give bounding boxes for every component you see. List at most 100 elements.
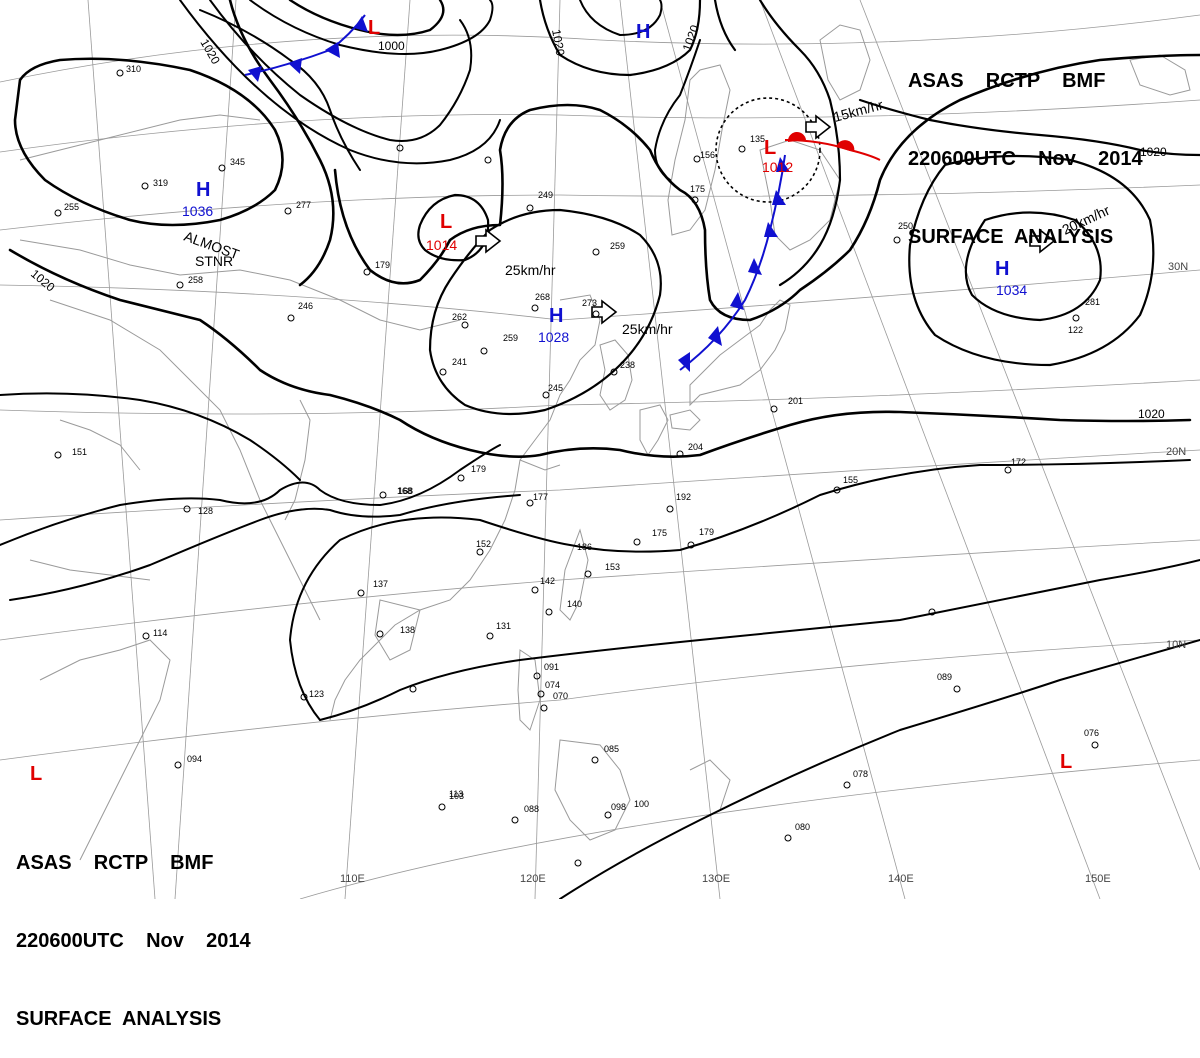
motion-speed-label: 25km/hr [622, 321, 673, 337]
station-value: 152 [476, 539, 491, 549]
isobar-label: 1020 [549, 28, 567, 57]
warm-front [784, 131, 881, 161]
station-value: 142 [540, 576, 555, 586]
station-value: 140 [567, 599, 582, 609]
annotation-stnr: STNR [195, 253, 233, 269]
station-symbols [54, 69, 1099, 867]
station-value: 175 [690, 184, 705, 194]
header-station-line: ASAS RCTP BMF [16, 852, 214, 874]
station-value: 155 [843, 475, 858, 485]
pressure-systems: H 1036 L 1014 H 1028 L 1012 H 1034 L H L… [30, 17, 1072, 785]
lat-label: 30N [1168, 261, 1188, 273]
station-value: 277 [296, 200, 311, 210]
station-value: 089 [937, 672, 952, 682]
station-value: 168 [397, 486, 412, 496]
dashed-circle [715, 97, 821, 203]
station-value: 175 [652, 528, 667, 538]
header-title-line: SURFACE ANALYSIS [16, 1008, 222, 1030]
cold-front-north [244, 14, 368, 82]
low-center-symbol: L [368, 17, 380, 39]
high-center-symbol: H [995, 258, 1009, 280]
header-top-right: ASAS RCTP BMF 220600UTC Nov 2014 SURFACE… [908, 16, 1143, 276]
station-value: 177 [533, 492, 548, 502]
low-center-symbol: L [1060, 751, 1072, 773]
station-value: 078 [853, 769, 868, 779]
station-value: 246 [298, 301, 313, 311]
header-title-line: SURFACE ANALYSIS [908, 226, 1114, 248]
lat-label: 10N [1166, 639, 1186, 651]
station-value: 262 [452, 312, 467, 322]
station-value: 172 [1011, 457, 1026, 467]
station-value: 074 [545, 680, 560, 690]
station-value: 114 [153, 628, 167, 638]
cold-front-main [678, 154, 790, 372]
station-value: 094 [187, 754, 202, 764]
station-value: 241 [452, 357, 467, 367]
high-center-symbol: H [196, 179, 210, 201]
low-center-value: 1014 [426, 237, 457, 253]
station-value: 179 [699, 527, 714, 537]
station-value: 345 [230, 157, 245, 167]
station-value: 151 [72, 447, 87, 457]
weather-map: 310 319 345 277 255 258 246 179 249 259 … [0, 0, 1200, 899]
station-value: 179 [375, 260, 390, 270]
station-value: 268 [535, 292, 550, 302]
header-time-line: 220600UTC Nov 2014 [908, 148, 1143, 170]
isobar-label: 1020 [1140, 145, 1167, 159]
station-value: 281 [1085, 297, 1100, 307]
station-value: 137 [373, 579, 388, 589]
station-value: 204 [688, 442, 703, 452]
station-value: 156 [700, 150, 715, 160]
station-value: 192 [676, 492, 691, 502]
isobar-label: 1000 [378, 39, 405, 53]
station-value: 131 [496, 621, 511, 631]
station-value: 085 [604, 744, 619, 754]
station-value: 258 [188, 275, 203, 285]
lon-label: 140E [888, 873, 914, 885]
header-bottom-left: ASAS RCTP BMF 220600UTC Nov 2014 SURFACE… [16, 798, 251, 1058]
low-center-symbol: L [30, 763, 42, 785]
station-value: 070 [553, 691, 568, 701]
station-value: 123 [309, 689, 324, 699]
high-center-symbol: H [549, 305, 563, 327]
station-value: 245 [548, 383, 563, 393]
motion-arrows [475, 114, 1056, 325]
header-time-line: 220600UTC Nov 2014 [16, 930, 251, 952]
station-value: 168 [398, 486, 413, 496]
high-center-value: 1034 [996, 282, 1027, 298]
station-value: 135 [750, 134, 765, 144]
grid-labels: 110E 120E 13OE 140E 150E 30N 20N 10N [340, 261, 1188, 885]
station-value: 098 [611, 802, 626, 812]
motion-speed-label: 25km/hr [505, 262, 556, 278]
header-station-line: ASAS RCTP BMF [908, 70, 1106, 92]
low-center-symbol: L [764, 137, 776, 159]
station-value: 080 [795, 822, 810, 832]
graticule [0, 0, 1200, 899]
station-value: 113 [449, 789, 463, 799]
station-value: 201 [788, 396, 803, 406]
low-center-value: 1012 [762, 159, 793, 175]
station-value: 128 [198, 506, 213, 516]
station-value: 249 [538, 190, 553, 200]
station-value: 122 [1068, 325, 1083, 335]
station-value: 100 [634, 799, 649, 809]
isobars [0, 0, 1200, 899]
lon-label: 110E [340, 873, 365, 885]
station-value: 091 [544, 662, 559, 672]
low-center-symbol: L [440, 211, 452, 233]
station-value: 179 [471, 464, 486, 474]
station-labels: 310 319 345 277 255 258 246 179 249 259 … [64, 64, 1100, 832]
high-center-value: 1028 [538, 329, 569, 345]
isobar-label: 1020 [1138, 407, 1165, 421]
high-center-value: 1036 [182, 203, 213, 219]
lon-label: 120E [520, 873, 546, 885]
lat-label: 20N [1166, 446, 1186, 458]
high-center-symbol: H [636, 21, 650, 43]
station-value: 250 [898, 221, 913, 231]
station-value: 259 [610, 241, 625, 251]
station-value: 310 [126, 64, 141, 74]
station-value: 238 [620, 360, 635, 370]
lon-label: 150E [1085, 873, 1111, 885]
station-value: 138 [400, 625, 415, 635]
station-value: 259 [503, 333, 518, 343]
